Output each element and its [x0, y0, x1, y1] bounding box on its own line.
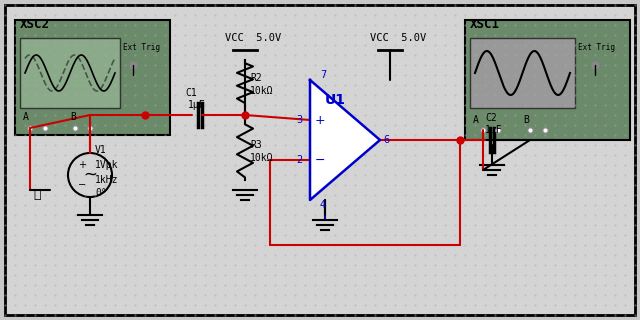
Text: +: +	[78, 160, 86, 170]
Text: V1: V1	[95, 145, 107, 155]
Text: A: A	[473, 115, 479, 125]
Text: VCC  5.0V: VCC 5.0V	[225, 33, 281, 43]
Bar	[20, 38, 120, 108]
Text: A: A	[23, 112, 29, 122]
Text: −: −	[78, 180, 86, 190]
Bar	[15, 20, 170, 135]
Text: 10kΩ: 10kΩ	[250, 153, 273, 163]
Text: B: B	[523, 115, 529, 125]
Bar	[465, 20, 630, 140]
Text: R2: R2	[250, 73, 262, 83]
Text: Ext Trig: Ext Trig	[578, 43, 615, 52]
Text: 1μF: 1μF	[188, 100, 205, 110]
Text: ⏚: ⏚	[33, 188, 40, 201]
Text: 1μF: 1μF	[485, 125, 502, 135]
Text: XSC1: XSC1	[470, 18, 500, 31]
Text: Ext Trig: Ext Trig	[123, 43, 160, 52]
Text: 6: 6	[383, 135, 389, 145]
Bar	[470, 38, 575, 108]
Text: B: B	[70, 112, 76, 122]
Text: 7: 7	[320, 70, 326, 80]
Polygon shape	[310, 80, 380, 200]
Text: 4: 4	[320, 200, 326, 210]
Text: 0°: 0°	[95, 188, 107, 198]
Text: C2: C2	[485, 113, 497, 123]
Text: 3: 3	[296, 115, 302, 125]
Text: 1kHz: 1kHz	[95, 175, 118, 185]
Text: 10kΩ: 10kΩ	[250, 85, 273, 95]
Text: XSC2: XSC2	[20, 18, 50, 31]
Text: +: +	[315, 114, 326, 126]
Text: ~: ~	[83, 166, 97, 184]
Text: C1: C1	[185, 88, 196, 98]
Text: 1Vpk: 1Vpk	[95, 160, 118, 170]
Text: VCC  5.0V: VCC 5.0V	[370, 33, 426, 43]
Text: R3: R3	[250, 140, 262, 150]
Text: −: −	[315, 154, 326, 166]
Text: U1: U1	[324, 93, 346, 107]
Text: 2: 2	[296, 155, 302, 165]
